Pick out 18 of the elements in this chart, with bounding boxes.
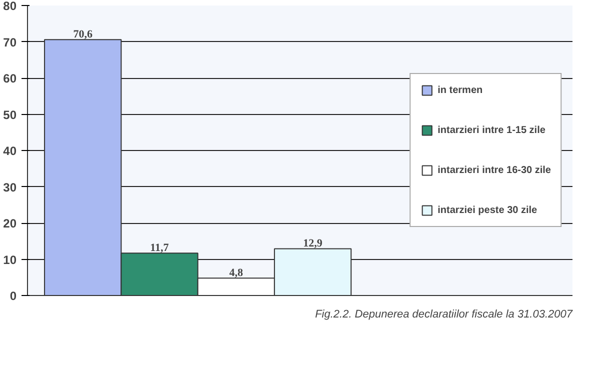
y-tick-label: 40	[3, 144, 17, 158]
data-label: 12,9	[303, 238, 323, 250]
data-label: 11,7	[150, 242, 170, 254]
data-label: 4,8	[229, 267, 244, 280]
y-tick-label: 70	[3, 35, 17, 50]
y-tick-label: 0	[10, 289, 17, 303]
y-tick-label: 10	[3, 252, 17, 267]
y-tick-label: 80	[3, 0, 17, 13]
legend-label: intarziei peste 30 zile	[438, 204, 538, 216]
y-tick-label: 60	[3, 72, 17, 86]
caption: Fig.2.2. Depunerea declaratiilor fiscale la 31.03.2007	[315, 308, 574, 320]
legend-label: intarzieri intre 16-30 zile	[438, 164, 551, 176]
data-label: 70,6	[73, 28, 93, 41]
y-tick-label: 20	[3, 216, 17, 230]
y-tick-label: 50	[3, 108, 17, 122]
y-tick-label: 30	[3, 180, 17, 194]
legend-label: in termen	[438, 84, 483, 96]
legend-label: intarzieri intre 1-15 zile	[438, 124, 546, 136]
